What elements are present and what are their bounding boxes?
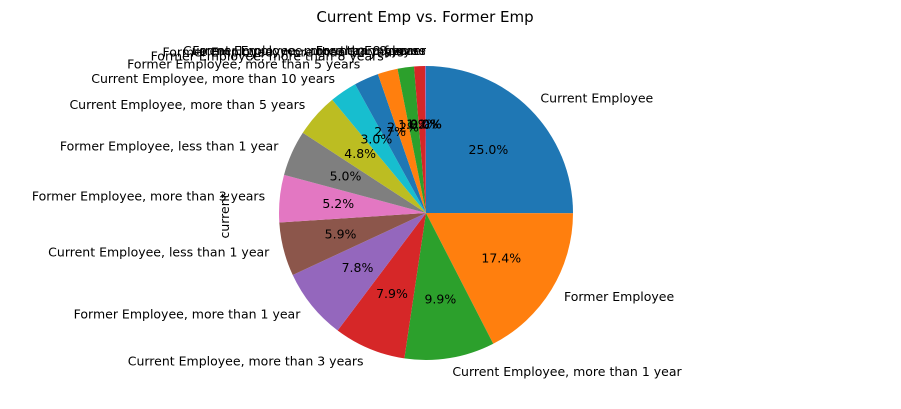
slice-percent-label: 7.8% (342, 260, 374, 275)
pie-slice (377, 68, 426, 213)
pie-slice (426, 213, 573, 344)
pie-slice (397, 66, 426, 213)
slice-percent-label: 5.9% (325, 226, 357, 241)
pie-slice (426, 66, 573, 214)
pie-slice (292, 213, 426, 331)
slice-label: Former Employee, more than 8 years (151, 48, 384, 63)
slice-percent-label: 1.2% (406, 116, 438, 131)
slice-label: Current Employee (540, 90, 653, 105)
slice-label: Former Employee, more than 10 years (163, 44, 404, 59)
slice-percent-label: 0.0% (410, 116, 442, 131)
slice-percent-label: 2.7% (374, 124, 406, 139)
slice-percent-label: 0.0% (410, 116, 442, 131)
slice-label: Former Employee, more than 1 year (74, 306, 302, 321)
pie-slices (279, 66, 573, 360)
pie-slice (284, 132, 426, 213)
slice-percent-label: 5.2% (322, 196, 354, 211)
slice-label: Former Employee (564, 289, 675, 304)
slice-label: Former Employee, less than 1 year (60, 139, 279, 154)
slice-percent-label: 2.2% (387, 119, 419, 134)
slice-label: Former Employee, more than 8 years (192, 43, 425, 58)
slice-percent-label: 1.8% (398, 117, 430, 132)
pie-slice (337, 213, 426, 359)
y-axis-label: current (217, 193, 232, 238)
slice-percent-label: 7.9% (376, 286, 408, 301)
slice-label: Former Employee (316, 43, 427, 58)
pie-slice (404, 213, 494, 360)
pie-slice (413, 66, 426, 214)
slice-label: Current Employee, more than 5 years (69, 97, 305, 112)
pie-slice (279, 174, 426, 223)
slice-label: Current Employee, more than 8 years (183, 43, 419, 58)
slice-label: former (384, 43, 427, 58)
slice-percent-label: 9.9% (424, 292, 456, 307)
slice-label: Current Employee, more than 1 year (452, 364, 682, 379)
slice-label: Current Employee, more than 3 years (128, 354, 364, 369)
slice-percent-label: 17.4% (481, 251, 521, 266)
pie-slice (302, 99, 426, 213)
slice-percent-label: 0.0% (410, 116, 442, 131)
slice-percent-label: 3.0% (360, 132, 392, 147)
slice-percent-label: 5.0% (330, 169, 362, 184)
slice-label: Former Employee, more than 5 years (127, 57, 360, 72)
slice-label: Current Employee, more than 10 years (91, 71, 335, 86)
slice-percent-label: 4.8% (344, 146, 376, 161)
pie-slice (425, 66, 426, 213)
slice-label: Former Employee, more than 3 years (32, 189, 265, 204)
slice-label: Current Employee, less than 1 year (48, 245, 270, 260)
pie-percent-labels: 25.0% 17.4% 9.9% 7.9%7.8% 5.9% 5.2% 5.0% 4.8%3.… (322, 116, 521, 306)
chart-title: Current Emp vs. Former Emp (316, 8, 533, 26)
pie-slice (279, 213, 426, 276)
slice-percent-label: 25.0% (469, 142, 509, 157)
pie-slice (332, 84, 426, 213)
pie-slice (355, 74, 426, 213)
